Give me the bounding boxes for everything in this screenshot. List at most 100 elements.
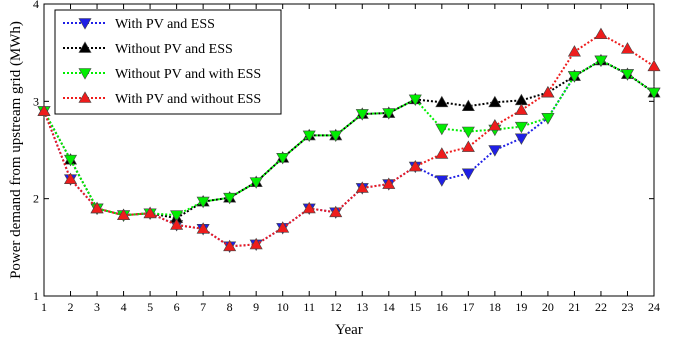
- legend: With PV and ESS Without PV and ESS Without…: [54, 9, 282, 115]
- data-point: [196, 222, 210, 234]
- legend-marker: [78, 68, 92, 80]
- x-tick-label: 19: [515, 300, 527, 314]
- x-tick-label: 22: [595, 300, 607, 314]
- data-point: [594, 55, 608, 68]
- x-tick-label: 17: [462, 300, 474, 314]
- data-point: [567, 45, 581, 57]
- data-point: [647, 59, 661, 72]
- y-tick-label: 1: [33, 289, 39, 303]
- x-tick-label: 1: [41, 300, 47, 314]
- data-point: [461, 140, 475, 152]
- data-point: [64, 154, 78, 167]
- data-point: [514, 133, 528, 145]
- data-point: [488, 95, 502, 108]
- data-point: [541, 85, 555, 98]
- y-axis-label: Power demand from upstream grid (MWh): [8, 21, 24, 279]
- data-point: [541, 113, 555, 125]
- y-tick-label: 3: [33, 94, 39, 108]
- series-line: [43, 59, 655, 217]
- legend-label: With PV and ESS: [115, 17, 215, 32]
- data-point: [276, 221, 290, 233]
- x-tick-label: 4: [121, 300, 127, 314]
- data-point: [567, 71, 581, 83]
- series-line: [43, 33, 655, 248]
- data-point: [488, 119, 502, 131]
- data-point: [620, 42, 634, 54]
- data-point: [329, 205, 343, 218]
- data-point: [382, 108, 396, 120]
- x-tick-label: 15: [409, 300, 421, 314]
- x-tick-label: 23: [621, 300, 633, 314]
- data-point: [170, 218, 184, 230]
- data-point: [355, 181, 369, 193]
- data-point: [90, 201, 104, 214]
- x-tick-label: 5: [147, 300, 153, 314]
- series-group: [37, 27, 661, 253]
- x-tick-label: 12: [330, 300, 342, 314]
- legend-label: Without PV and with ESS: [115, 67, 261, 82]
- data-point: [435, 123, 449, 136]
- data-point: [64, 172, 78, 184]
- data-point: [170, 210, 184, 222]
- y-tick-label: 4: [33, 0, 39, 11]
- data-point: [223, 239, 237, 252]
- data-point: [382, 177, 396, 189]
- data-point: [37, 104, 51, 116]
- data-point: [117, 208, 131, 221]
- x-tick-label: 6: [174, 300, 180, 314]
- x-tick-label: 8: [227, 300, 233, 314]
- x-tick-label: 3: [94, 300, 100, 314]
- data-point: [647, 87, 661, 100]
- legend-entry: With PV and without ESS: [63, 91, 261, 107]
- x-tick-label: 11: [303, 300, 315, 314]
- data-point: [514, 103, 528, 115]
- x-tick-label: 13: [356, 300, 368, 314]
- data-point: [408, 94, 422, 106]
- legend-label: Without PV and ESS: [115, 42, 233, 57]
- data-point: [408, 159, 422, 172]
- data-point: [302, 201, 316, 214]
- x-tick-label: 20: [542, 300, 554, 314]
- legend-entry: With PV and ESS: [63, 17, 215, 32]
- axis-ticks: 1 2 3 4 5 6 7 8 9 10 11 12 13 14 15 16 17 18 19 20 21 22 23 241…: [33, 0, 660, 314]
- data-point: [461, 126, 475, 139]
- legend-entry: Without PV and with ESS: [63, 67, 261, 82]
- x-tick-label: 9: [253, 300, 259, 314]
- data-point: [488, 145, 502, 157]
- data-point: [249, 177, 263, 189]
- data-point: [435, 147, 449, 159]
- data-point: [620, 69, 634, 81]
- data-point: [249, 237, 263, 250]
- y-tick-label: 2: [33, 192, 39, 206]
- data-point: [223, 192, 237, 205]
- data-point: [514, 121, 528, 134]
- legend-marker: [78, 41, 92, 53]
- x-tick-label: 24: [648, 300, 660, 314]
- x-tick-label: 14: [383, 300, 395, 314]
- data-point: [276, 152, 290, 165]
- x-tick-label: 10: [277, 300, 289, 314]
- data-point: [461, 99, 475, 111]
- x-tick-label: 16: [436, 300, 448, 314]
- legend-label: With PV and without ESS: [115, 92, 261, 107]
- data-point: [461, 168, 475, 180]
- x-tick-label: 18: [489, 300, 501, 314]
- data-point: [143, 206, 157, 219]
- legend-marker: [78, 18, 92, 30]
- data-point: [514, 93, 528, 106]
- legend-box: [54, 9, 282, 115]
- x-tick-label: 7: [200, 300, 206, 314]
- legend-marker: [78, 91, 92, 103]
- data-point: [302, 130, 316, 143]
- plot-border: [43, 3, 655, 297]
- data-point: [435, 175, 449, 187]
- data-point: [329, 130, 343, 143]
- data-point: [594, 27, 608, 39]
- legend-entry: Without PV and ESS: [63, 41, 233, 57]
- data-point: [355, 109, 369, 121]
- data-point: [435, 95, 449, 108]
- x-tick-label: 21: [568, 300, 580, 314]
- data-point: [196, 196, 210, 209]
- x-tick-label: 2: [68, 300, 74, 314]
